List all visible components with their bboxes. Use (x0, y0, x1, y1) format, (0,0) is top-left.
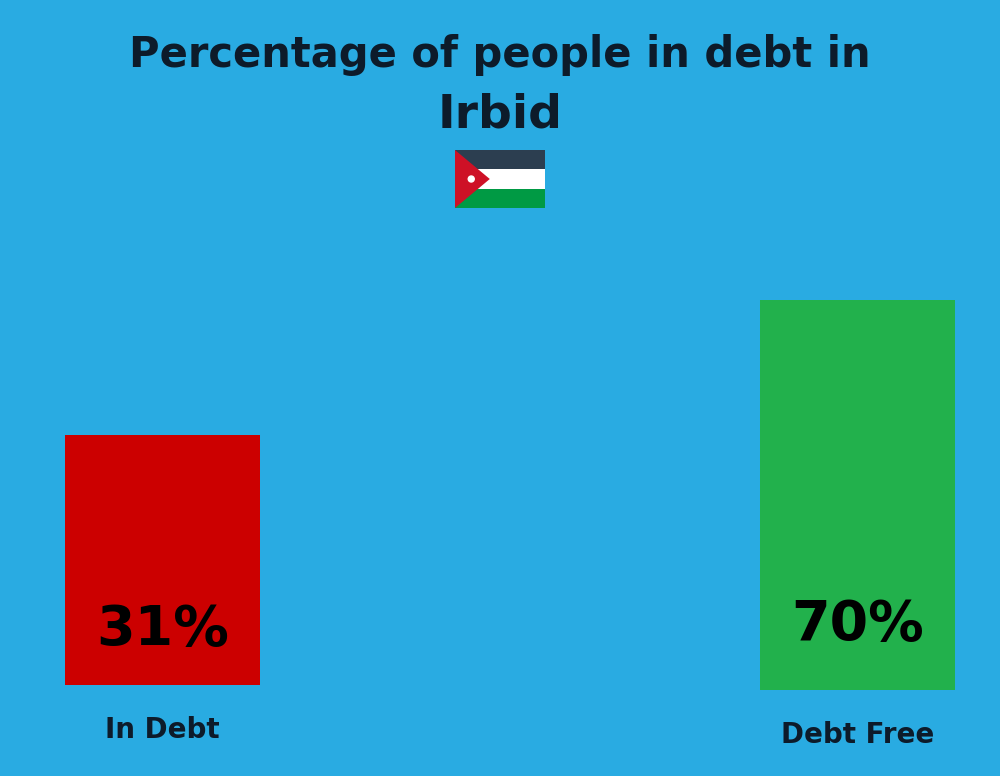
Text: In Debt: In Debt (105, 716, 220, 744)
Text: 70%: 70% (791, 598, 924, 652)
Text: Percentage of people in debt in: Percentage of people in debt in (129, 34, 871, 76)
Bar (455, 169, 545, 189)
Bar (455, 189, 545, 208)
Polygon shape (455, 150, 490, 208)
Text: 31%: 31% (96, 603, 229, 657)
Text: Debt Free: Debt Free (781, 721, 934, 749)
Bar (65, 435, 260, 685)
Bar (455, 150, 545, 169)
Text: Irbid: Irbid (438, 92, 562, 137)
Circle shape (468, 176, 474, 182)
Bar (760, 300, 955, 690)
